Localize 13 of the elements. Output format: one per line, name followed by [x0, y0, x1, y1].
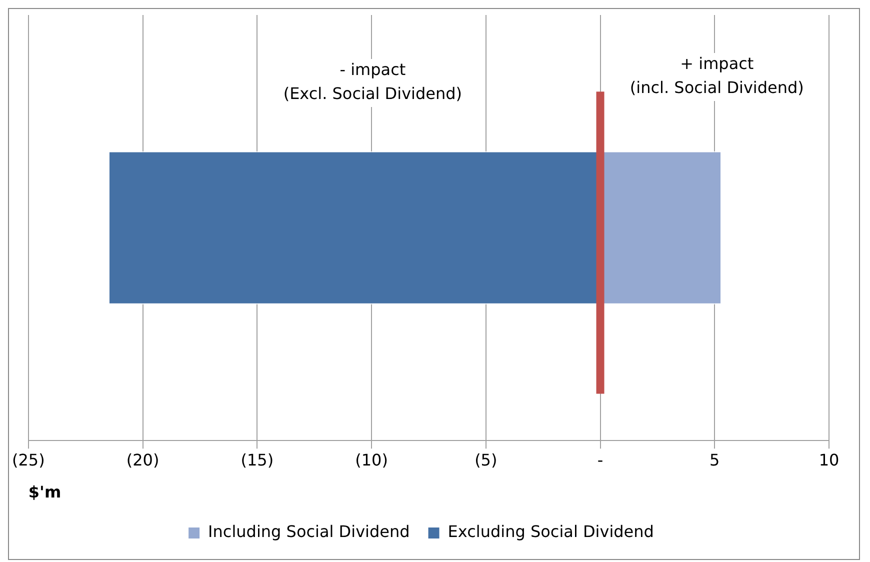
- x-tick-label: 10: [818, 450, 840, 470]
- annotation: + impact (incl. Social Dividend): [630, 54, 804, 98]
- x-tick-label: (20): [126, 450, 160, 470]
- x-tick-label: (10): [355, 450, 388, 470]
- annotation: - impact (Excl. Social Dividend): [283, 60, 462, 104]
- x-tick-label: 5: [710, 450, 720, 470]
- legend-label: Excluding Social Dividend: [448, 522, 654, 542]
- legend-label: Including Social Dividend: [208, 522, 410, 542]
- x-tick-label: (5): [474, 450, 498, 470]
- x-tick-label: (15): [240, 450, 274, 470]
- x-tick-label: (25): [12, 450, 45, 470]
- x-tick-label: -: [597, 450, 604, 470]
- x-axis-title: $'m: [28, 482, 62, 502]
